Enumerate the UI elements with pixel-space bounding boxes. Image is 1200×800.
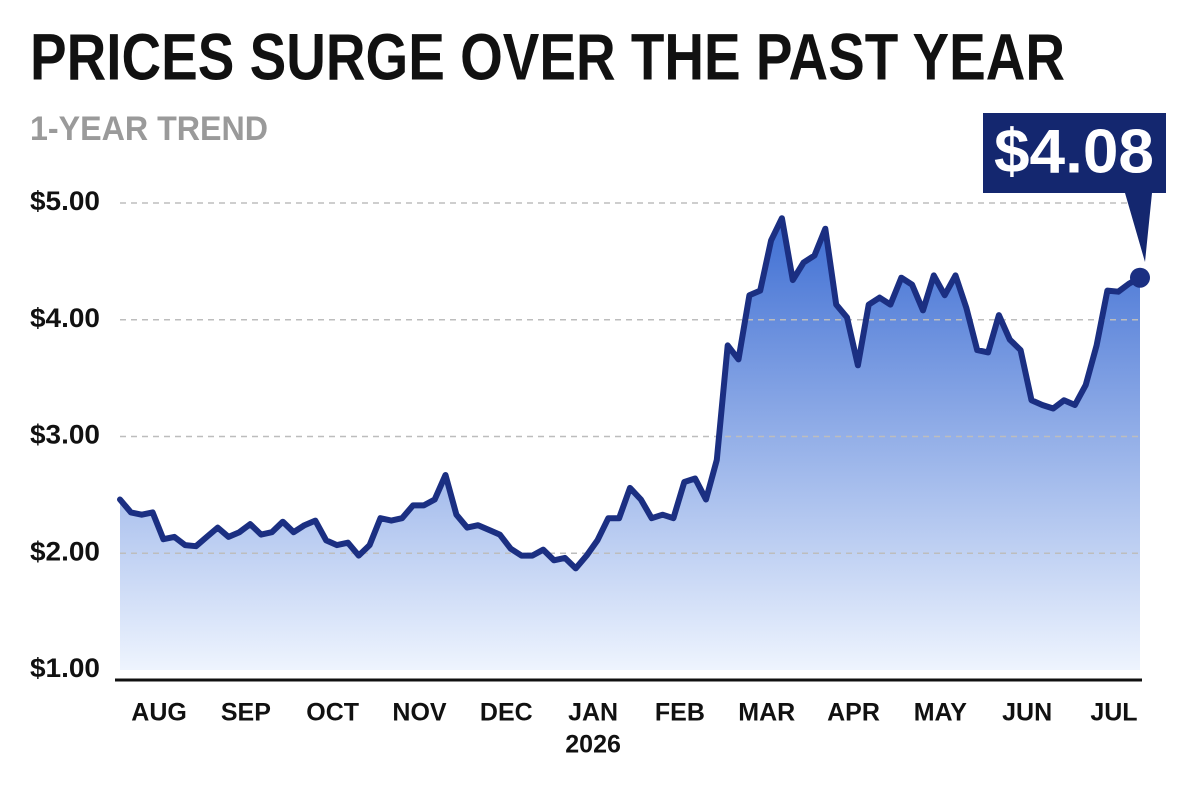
callout-box [983, 113, 1166, 262]
chart-subtitle: 1-YEAR TREND [30, 110, 268, 148]
x-tick-label: JUL [1090, 699, 1137, 727]
x-tick-label: JUN [1002, 699, 1052, 727]
x-tick-label: AUG [131, 699, 187, 727]
x-tick-label: SEP [221, 699, 271, 727]
x-tick-label: JAN [568, 699, 618, 727]
callout-label: $4.08 [994, 117, 1154, 186]
y-tick-label: $2.00 [30, 536, 100, 566]
x-tick-label: MAY [914, 699, 968, 727]
area [120, 218, 1140, 670]
y-tick-label: $3.00 [30, 420, 100, 450]
x-tick-label: FEB [655, 699, 705, 727]
x-tick-label: NOV [392, 699, 447, 727]
chart-title: PRICES SURGE OVER THE PAST YEAR [30, 19, 1065, 93]
y-tick-label: $1.00 [30, 653, 100, 683]
y-tick-label: $4.00 [30, 303, 100, 333]
price-line [117, 215, 1143, 572]
end-point [1130, 267, 1150, 288]
x-tick-label: APR [827, 699, 880, 727]
x-tick-label: OCT [306, 699, 359, 727]
x-tick-label: DEC [480, 699, 533, 727]
x-tick-label: MAR [738, 699, 795, 727]
y-tick-label: $5.00 [30, 186, 100, 216]
x-tick-year: 2026 [565, 731, 621, 759]
